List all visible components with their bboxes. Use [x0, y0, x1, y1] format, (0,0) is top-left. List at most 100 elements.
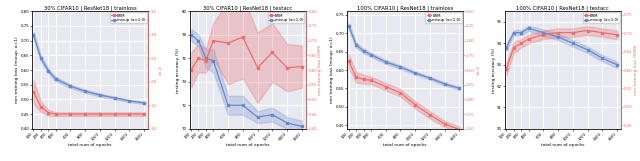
mixup (α=1.0): [224, 104, 232, 106]
mixup (α=1.0): [441, 83, 449, 85]
mixup (α=1.0): [111, 97, 118, 99]
mixup (α=1.0): [456, 87, 463, 89]
mixup (α=1.0): [412, 72, 419, 74]
ERM: [268, 51, 276, 53]
Y-axis label: min training loss (mixup: α=1): min training loss (mixup: α=1): [330, 37, 334, 103]
ERM: [517, 42, 525, 44]
mixup (α=1.0): [81, 90, 89, 92]
Title: 30% CIFAR10 | ResNet18 | trainloss: 30% CIFAR10 | ResNet18 | trainloss: [44, 5, 136, 11]
Line: mixup (α=1.0): mixup (α=1.0): [505, 27, 618, 66]
Y-axis label: min training loss (mixup: α=1): min training loss (mixup: α=1): [15, 37, 19, 103]
mixup (α=1.0): [367, 54, 375, 56]
mixup (α=1.0): [29, 34, 37, 36]
ERM: [367, 79, 375, 81]
ERM: [352, 76, 360, 78]
ERM: [239, 36, 246, 38]
ERM: [345, 60, 353, 62]
mixup (α=1.0): [298, 125, 306, 127]
Y-axis label: testing accuracy (%): testing accuracy (%): [177, 47, 180, 93]
mixup (α=1.0): [510, 32, 518, 34]
ERM: [224, 42, 232, 44]
mixup (α=1.0): [554, 36, 562, 38]
ERM: [195, 57, 202, 59]
Legend: ERM, mixup (α=1.0): ERM, mixup (α=1.0): [426, 12, 462, 23]
ERM: [598, 32, 606, 34]
Legend: ERM, mixup (α=1.0): ERM, mixup (α=1.0): [583, 12, 620, 23]
Line: ERM: ERM: [190, 36, 303, 71]
ERM: [360, 78, 367, 80]
ERM: [382, 86, 390, 88]
mixup (α=1.0): [598, 57, 606, 59]
mixup (α=1.0): [253, 116, 261, 118]
ERM: [188, 69, 195, 71]
ERM: [209, 40, 217, 42]
mixup (α=1.0): [239, 104, 246, 106]
mixup (α=1.0): [352, 44, 360, 46]
mixup (α=1.0): [517, 32, 525, 34]
X-axis label: total num of epochs: total num of epochs: [226, 143, 269, 147]
X-axis label: total num of epochs: total num of epochs: [541, 143, 584, 147]
mixup (α=1.0): [613, 64, 621, 66]
mixup (α=1.0): [125, 100, 133, 102]
mixup (α=1.0): [584, 49, 591, 51]
ERM: [284, 67, 291, 69]
mixup (α=1.0): [52, 78, 60, 80]
Y-axis label: 1e-4: 1e-4: [476, 65, 480, 75]
ERM: [67, 113, 74, 115]
ERM: [426, 114, 434, 116]
Y-axis label: testing accuracy (%): testing accuracy (%): [492, 47, 496, 93]
ERM: [412, 104, 419, 106]
Title: 30% CIFAR10 | ResNet18 | testacc: 30% CIFAR10 | ResNet18 | testacc: [203, 5, 292, 11]
Y-axis label: min training loss (ERM): min training loss (ERM): [319, 45, 323, 95]
ERM: [569, 32, 577, 34]
ERM: [613, 34, 621, 36]
ERM: [44, 112, 52, 114]
ERM: [37, 106, 45, 108]
Line: mixup (α=1.0): mixup (α=1.0): [348, 25, 461, 90]
ERM: [441, 123, 449, 125]
mixup (α=1.0): [345, 25, 353, 27]
Line: mixup (α=1.0): mixup (α=1.0): [32, 33, 145, 104]
ERM: [525, 38, 532, 40]
ERM: [29, 91, 37, 93]
ERM: [554, 32, 562, 34]
ERM: [140, 113, 148, 115]
mixup (α=1.0): [188, 34, 195, 36]
Y-axis label: min training loss (ERM): min training loss (ERM): [634, 45, 637, 95]
ERM: [540, 34, 547, 36]
mixup (α=1.0): [525, 27, 532, 29]
mixup (α=1.0): [426, 77, 434, 79]
ERM: [52, 113, 60, 115]
ERM: [502, 68, 510, 70]
mixup (α=1.0): [96, 94, 104, 96]
ERM: [202, 60, 210, 62]
mixup (α=1.0): [140, 102, 148, 104]
mixup (α=1.0): [195, 40, 202, 42]
ERM: [510, 47, 518, 49]
X-axis label: total num of epochs: total num of epochs: [383, 143, 427, 147]
Line: ERM: ERM: [32, 91, 145, 115]
Line: ERM: ERM: [348, 60, 461, 131]
ERM: [253, 67, 261, 69]
Line: mixup (α=1.0): mixup (α=1.0): [190, 33, 303, 128]
ERM: [96, 113, 104, 115]
ERM: [111, 113, 118, 115]
mixup (α=1.0): [268, 114, 276, 116]
ERM: [456, 129, 463, 131]
mixup (α=1.0): [397, 66, 404, 68]
ERM: [298, 66, 306, 67]
mixup (α=1.0): [540, 32, 547, 34]
Legend: ERM, mixup (α=1.0): ERM, mixup (α=1.0): [110, 12, 147, 23]
mixup (α=1.0): [209, 60, 217, 62]
mixup (α=1.0): [502, 47, 510, 49]
Title: 100% CIFAR10 | ResNet18 | testacc: 100% CIFAR10 | ResNet18 | testacc: [516, 5, 609, 11]
mixup (α=1.0): [67, 85, 74, 87]
mixup (α=1.0): [202, 57, 210, 59]
mixup (α=1.0): [569, 42, 577, 44]
Legend: ERM, mixup (α=1.0): ERM, mixup (α=1.0): [268, 12, 305, 23]
mixup (α=1.0): [360, 50, 367, 52]
Line: ERM: ERM: [505, 29, 618, 70]
Y-axis label: 1e-4: 1e-4: [158, 65, 163, 75]
X-axis label: total num of epochs: total num of epochs: [68, 143, 112, 147]
mixup (α=1.0): [44, 70, 52, 72]
